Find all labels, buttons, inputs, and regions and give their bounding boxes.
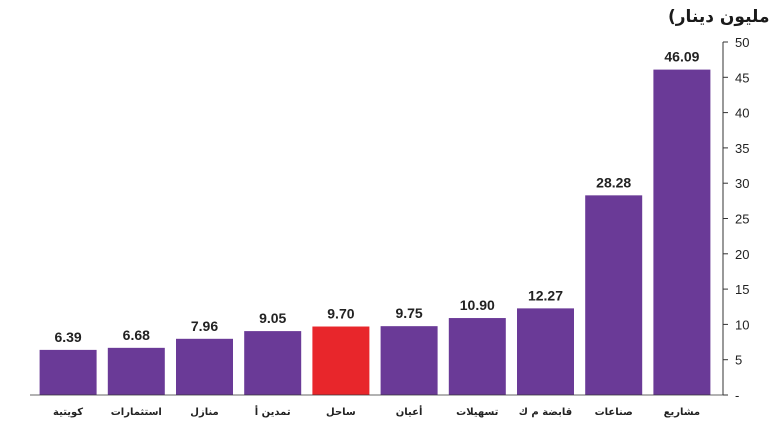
bars-group: 46.09 مشاريع 28.28 صناعات 12.27 قابضة م ك 10.9… — [30, 49, 723, 418]
bar — [176, 338, 233, 395]
bar — [244, 331, 302, 395]
data-label: 9.70 — [327, 306, 354, 322]
y-tick-label: 25 — [735, 212, 749, 227]
y-tick-label: 35 — [735, 141, 749, 156]
y-axis: - 5 10 15 20 25 30 35 40 45 50 — [722, 35, 749, 403]
x-tick-label: صناعات — [595, 407, 633, 418]
x-tick-label: استثمارات — [111, 407, 162, 418]
y-tick-label: 50 — [735, 35, 749, 50]
data-label: 10.90 — [460, 297, 495, 313]
x-tick-label: ساحل — [326, 407, 356, 418]
data-label: 6.68 — [123, 327, 150, 343]
bar — [517, 308, 574, 395]
data-label: 6.39 — [54, 329, 81, 345]
x-tick-label: تمدين أ — [255, 405, 291, 418]
x-tick-label: أعيان — [396, 405, 423, 418]
data-label: 9.75 — [395, 305, 422, 321]
bar — [653, 69, 711, 395]
y-tick-label: - — [735, 388, 739, 403]
bar — [107, 347, 165, 395]
data-label: 9.05 — [259, 310, 286, 326]
y-tick-label: 20 — [735, 247, 749, 262]
y-tick-label: 45 — [735, 70, 749, 85]
x-tick-label: مشاريع — [664, 407, 700, 418]
data-label: 46.09 — [664, 49, 699, 65]
data-label: 28.28 — [596, 174, 631, 190]
chart-title: الشركات الاستثمارية الاعلى ربحية خلال عا… — [668, 7, 770, 27]
x-tick-label: قابضة م ك — [519, 407, 572, 418]
bar — [312, 326, 370, 395]
y-tick-label: 30 — [735, 176, 749, 191]
y-tick-label: 10 — [735, 317, 749, 332]
y-tick-label: 40 — [735, 106, 749, 121]
y-tick-label: 5 — [735, 353, 742, 368]
bar — [39, 349, 97, 395]
data-label: 7.96 — [191, 318, 218, 334]
bar — [585, 195, 643, 395]
y-tick-label: 15 — [735, 282, 749, 297]
bar — [448, 318, 506, 395]
x-tick-label: تسهيلات — [456, 407, 499, 418]
x-tick-label: كويتية — [53, 407, 83, 418]
bar — [380, 326, 438, 395]
x-tick-label: منازل — [190, 407, 218, 418]
data-label: 12.27 — [528, 287, 563, 303]
